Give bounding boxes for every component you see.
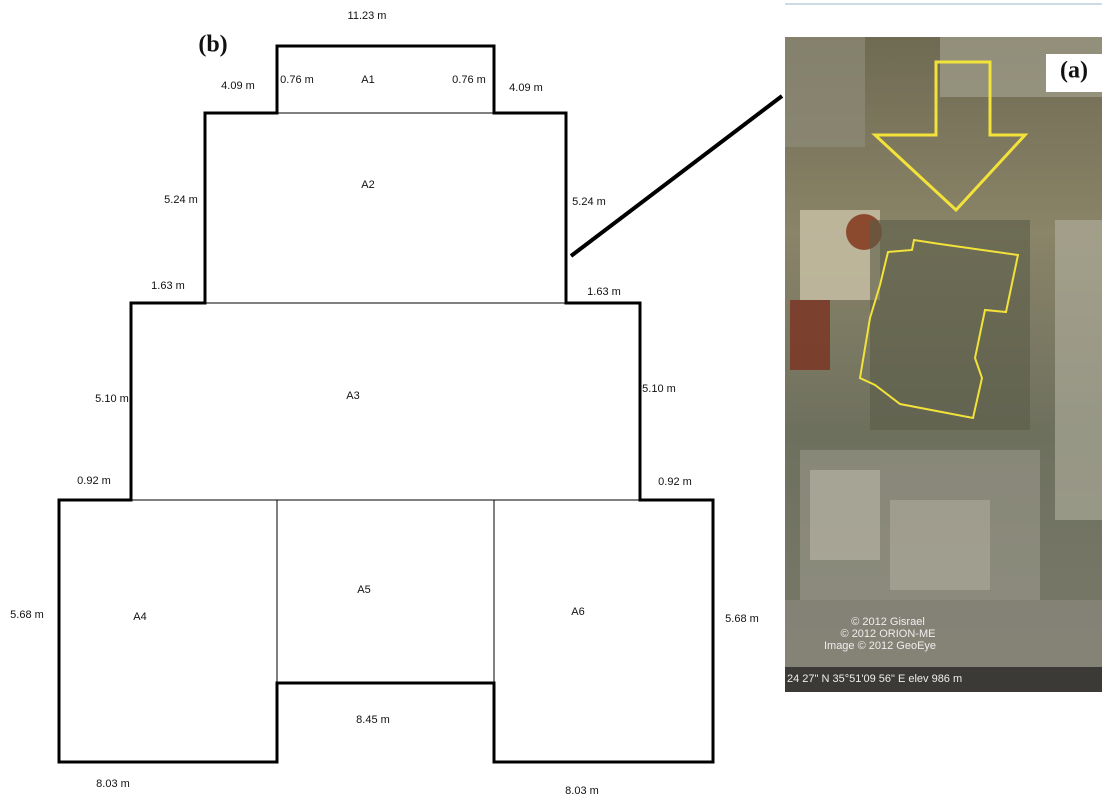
dimension-label: 5.24 m [164,194,198,206]
dimension-label: 5.68 m [10,609,44,621]
area-label: A1 [361,74,374,86]
dimension-label: 8.45 m [356,714,390,726]
floor-plan [57,44,715,764]
credit: © 2012 Gisrael [851,616,925,628]
dimension-label: 0.92 m [658,476,692,488]
area-label: A6 [571,606,584,618]
dimension-label: 5.68 m [725,613,759,625]
dimension-label: 5.10 m [642,383,676,395]
dimension-label: 5.10 m [95,393,129,405]
dimension-label: 11.23 m [348,10,387,22]
panel-label: (a) [1060,58,1088,84]
connector [569,94,784,258]
dimension-label: 0.92 m [77,475,111,487]
dimension-label: 1.63 m [151,280,185,292]
dimension-label: 4.09 m [221,80,255,92]
credit: Image © 2012 GeoEye [824,640,936,652]
area-label: A4 [133,611,146,623]
dimension-label: 8.03 m [96,778,130,790]
dimension-label: 5.24 m [572,196,606,208]
area-label: A3 [346,390,359,402]
dimension-label: 0.76 m [452,74,486,86]
area-label: A2 [361,179,374,191]
dimension-label: 8.03 m [565,785,599,797]
dimension-label: 4.09 m [509,82,543,94]
panel-label: (b) [198,32,227,58]
coordinates: 24 27" N 35°51'09 56" E elev 986 m [787,673,962,685]
dimension-label: 0.76 m [280,74,314,86]
credit: © 2012 ORION-ME [841,628,936,640]
satellite-image: (a) © 2012 Gisrael © 2012 ORION-ME Image… [785,3,1102,692]
area-label: A5 [357,584,370,596]
dimension-label: 1.63 m [587,286,621,298]
